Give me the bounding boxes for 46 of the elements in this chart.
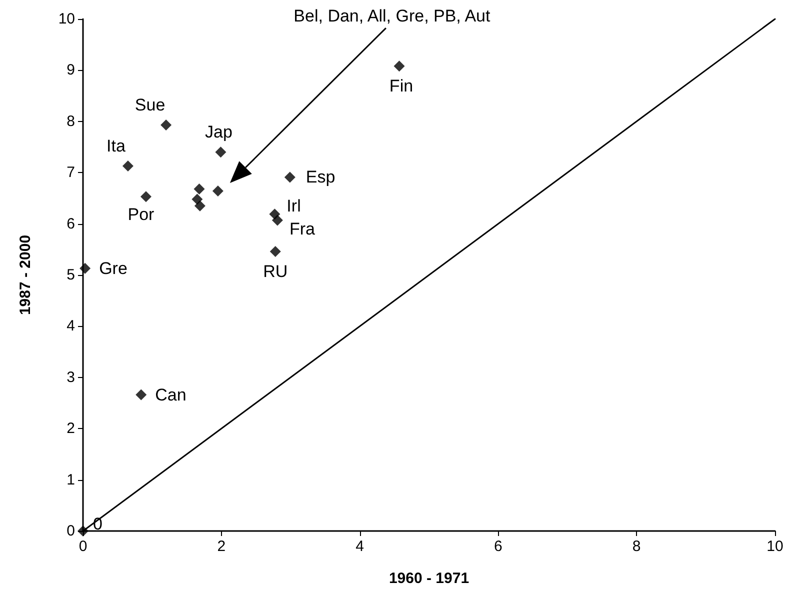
point [78, 526, 88, 536]
point [136, 389, 147, 400]
point [122, 160, 134, 172]
annotation: RU [263, 262, 288, 281]
point [192, 194, 203, 205]
annotation: Gre [99, 258, 128, 278]
annotation: Jap [204, 122, 232, 142]
y-tick-label: 0 [66, 522, 75, 540]
annotation: Fin [389, 76, 414, 96]
point [215, 146, 226, 158]
point [194, 183, 205, 194]
y-tick-label: 3 [66, 368, 75, 386]
y-tick-label: 4 [66, 318, 75, 335]
point [194, 200, 206, 212]
annotation: Por [128, 205, 155, 224]
x-tick-label: 0 [78, 538, 88, 555]
y-tick-label: 2 [66, 420, 75, 438]
point [394, 60, 405, 72]
x-tick-label: 8 [632, 538, 641, 555]
point [80, 262, 91, 274]
point [140, 191, 152, 202]
y-tick-label: 7 [66, 164, 75, 182]
y-tick-label: 1 [66, 471, 75, 488]
annotation: Irl [286, 196, 301, 216]
point [212, 186, 224, 197]
annotation: Ita [106, 136, 126, 156]
point [272, 214, 283, 226]
point [284, 172, 296, 183]
x-tick-label: 4 [356, 538, 364, 555]
x-tick-label: 2 [217, 538, 226, 555]
x-tick-label: 6 [494, 538, 502, 555]
annotation: Can [155, 385, 186, 404]
y-tick-label: 8 [66, 112, 75, 130]
annotation: Sue [134, 95, 166, 114]
point [160, 119, 172, 130]
y-tick-label: 5 [66, 266, 75, 284]
x-axis-title: 1960 - 1971 [388, 570, 470, 587]
annotation: Bel, Dan, All, Gre, PB, Aut [294, 6, 490, 26]
point [270, 246, 281, 257]
y-tick-label: 9 [66, 62, 75, 79]
y-tick-label: 10 [58, 10, 75, 28]
y-axis-title: 1987 - 2000 [17, 234, 34, 316]
annotation: Esp [306, 168, 336, 187]
y-tick-label: 6 [66, 215, 75, 232]
annotation: Fra [289, 220, 316, 239]
x-tick-label: 10 [766, 538, 784, 555]
